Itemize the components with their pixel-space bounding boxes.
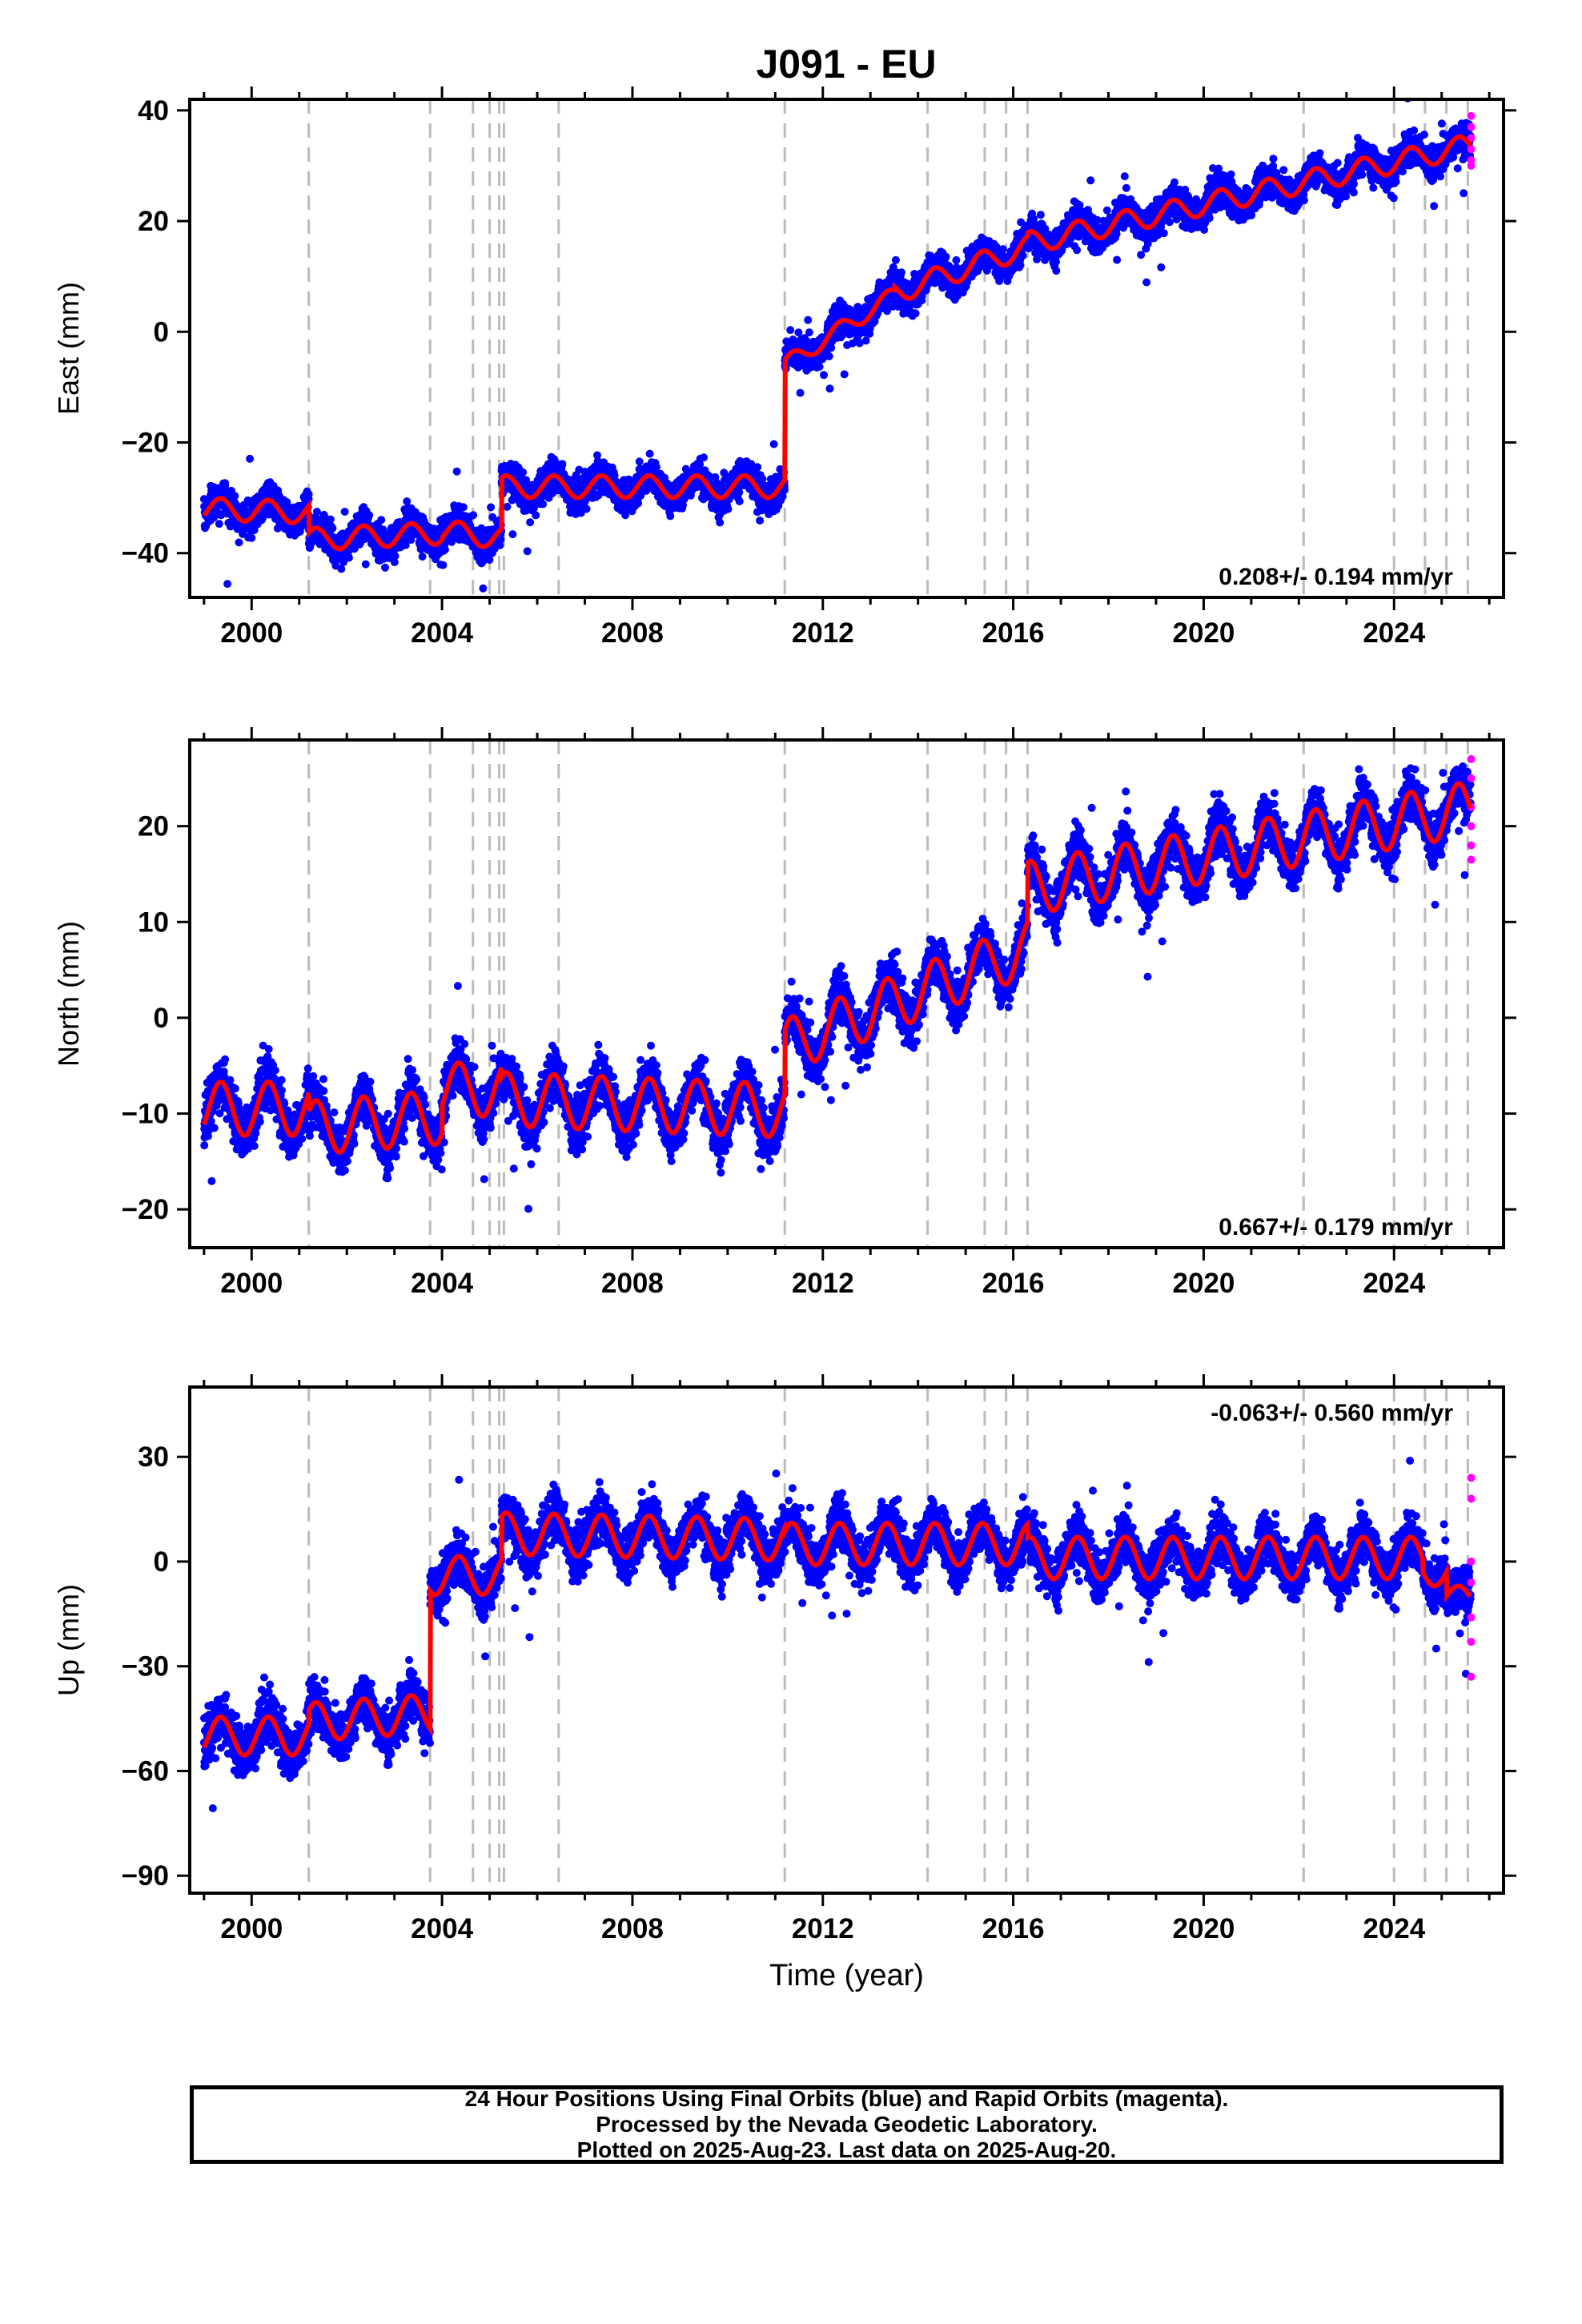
final-orbit-point — [487, 503, 496, 512]
final-orbit-point — [418, 553, 427, 561]
final-orbit-point — [1073, 246, 1082, 255]
final-orbit-point — [452, 467, 461, 476]
final-orbit-point — [304, 490, 313, 499]
final-orbit-point — [403, 497, 412, 506]
final-orbit-point — [407, 536, 416, 545]
final-orbit-point — [825, 384, 834, 393]
final-orbit-point — [735, 497, 744, 505]
final-orbit-point — [361, 560, 370, 569]
final-orbit-point — [381, 563, 389, 572]
final-orbit-point — [469, 511, 478, 520]
final-orbit-point — [221, 479, 230, 488]
final-orbit-point — [246, 454, 255, 463]
final-orbit-point — [1052, 267, 1061, 275]
final-orbit-point — [340, 508, 349, 516]
final-orbit-point — [756, 517, 765, 525]
final-orbit-point — [231, 492, 239, 501]
final-orbit-point — [952, 255, 961, 264]
final-orbit-point — [401, 541, 410, 549]
final-orbit-point — [1086, 176, 1095, 185]
final-orbit-point — [496, 535, 505, 544]
final-orbit-point — [539, 500, 548, 509]
final-orbit-point — [459, 503, 468, 512]
final-orbit-point — [508, 530, 517, 539]
final-orbit-point — [250, 525, 259, 534]
final-orbit-point — [786, 326, 795, 335]
final-orbit-point — [796, 388, 805, 397]
final-orbit-point — [815, 363, 824, 371]
final-orbit-point — [558, 460, 567, 468]
final-orbit-point — [652, 463, 661, 471]
final-orbit-point — [326, 515, 335, 524]
final-orbit-point — [921, 286, 930, 295]
final-orbit-point — [716, 518, 725, 527]
final-orbit-point — [503, 502, 512, 511]
final-orbit-points — [199, 99, 1475, 593]
final-orbit-point — [365, 511, 374, 520]
final-orbit-point — [769, 440, 778, 448]
final-orbit-point — [519, 468, 528, 476]
final-orbit-point — [758, 475, 767, 484]
final-orbit-point — [337, 565, 346, 573]
final-orbit-point — [635, 457, 644, 466]
final-orbit-point — [861, 336, 870, 345]
final-orbit-point — [523, 547, 532, 556]
final-orbit-point — [897, 268, 905, 277]
final-orbit-point — [891, 255, 900, 264]
final-orbit-point — [840, 370, 849, 379]
final-orbit-point — [804, 316, 813, 324]
final-orbit-point — [1102, 206, 1111, 215]
final-orbit-point — [377, 516, 386, 525]
final-orbit-point — [479, 584, 488, 593]
final-orbit-point — [1018, 251, 1027, 260]
final-orbit-point — [794, 328, 803, 337]
final-orbit-point — [917, 296, 926, 305]
final-orbit-point — [379, 525, 387, 534]
final-orbit-point — [942, 252, 950, 261]
final-orbit-point — [735, 488, 744, 497]
final-orbit-point — [532, 511, 540, 520]
final-orbit-point — [312, 508, 321, 516]
final-orbit-point — [391, 552, 400, 561]
final-orbit-point — [820, 371, 828, 380]
final-orbit-point — [998, 245, 1007, 254]
final-orbit-point — [582, 505, 591, 513]
final-orbit-point — [328, 524, 337, 533]
final-orbit-point — [344, 553, 353, 562]
final-orbit-point — [666, 512, 675, 521]
final-orbit-point — [235, 538, 243, 547]
final-orbit-point — [911, 309, 920, 318]
final-orbit-point — [645, 449, 654, 458]
final-orbit-point — [439, 561, 448, 569]
panel-east: 2000 2004 2008 2012 2016 2020 2024−40−2002040E… — [52, 86, 1516, 649]
final-orbit-point — [724, 505, 733, 513]
final-orbit-point — [390, 558, 399, 566]
final-orbit-point — [1052, 257, 1060, 266]
final-orbit-point — [700, 453, 708, 462]
final-orbit-point — [753, 463, 762, 472]
final-orbit-point — [247, 533, 256, 542]
final-orbit-point — [825, 352, 833, 360]
final-orbit-point — [1036, 211, 1045, 219]
final-orbit-point — [805, 328, 813, 337]
final-orbit-point — [1016, 261, 1025, 270]
final-orbit-point — [223, 580, 232, 589]
final-orbit-point — [526, 518, 535, 527]
chart-title: J091 - EU — [756, 42, 936, 86]
final-orbit-point — [215, 520, 223, 529]
final-orbit-point — [440, 545, 449, 554]
